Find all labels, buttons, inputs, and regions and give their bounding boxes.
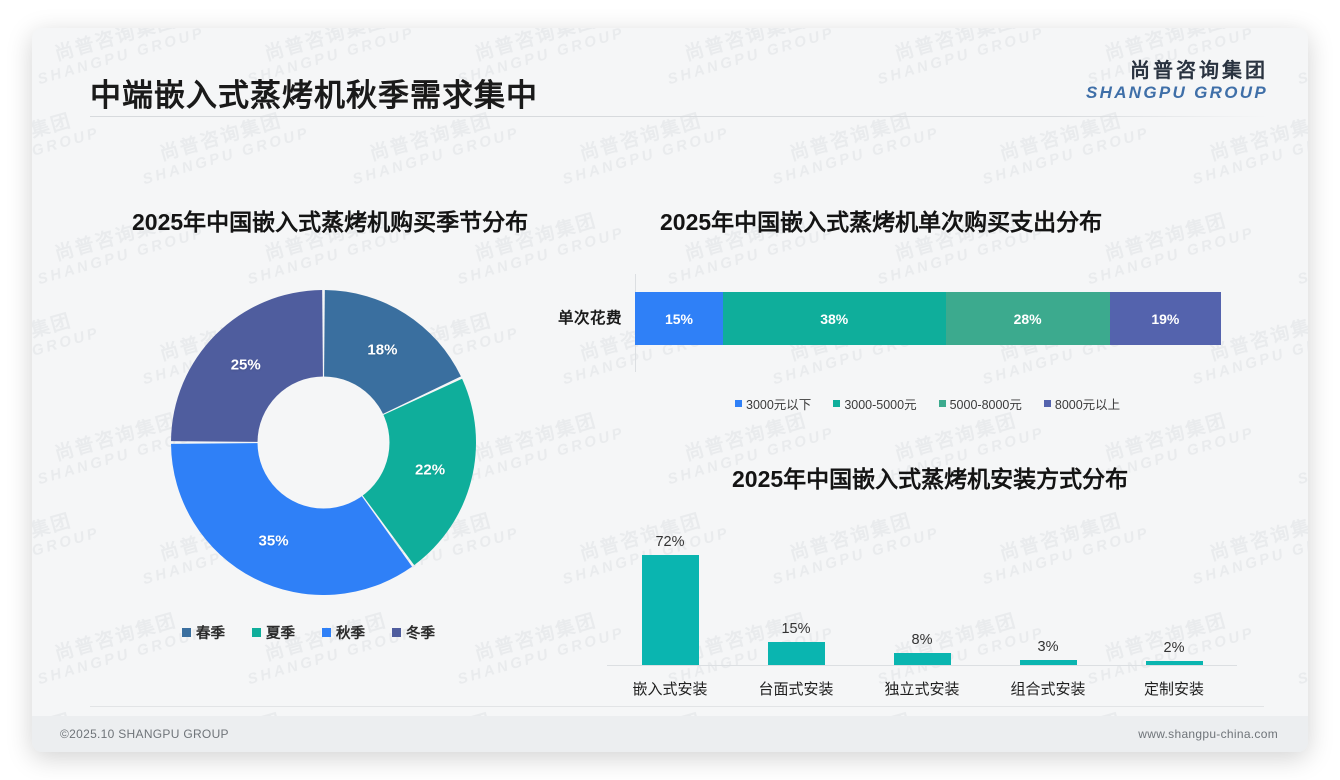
column-bar[interactable]: [893, 652, 951, 665]
stacked-legend-item[interactable]: 5000-8000元: [938, 394, 1022, 413]
donut-legend-item[interactable]: 冬季: [392, 622, 435, 643]
donut-slice-label: 35%: [258, 532, 289, 549]
stacked-bar-segment[interactable]: 19%: [1109, 292, 1222, 345]
slide-header: 中端嵌入式蒸烤机秋季需求集中 尚普咨询集团 SHANGPU GROUP: [32, 28, 1308, 118]
donut-hole: [257, 376, 390, 509]
donut-slice[interactable]: [171, 442, 413, 596]
donut-legend-item[interactable]: 秋季: [322, 622, 365, 643]
legend-swatch: [252, 628, 261, 637]
stacked-legend-item[interactable]: 8000元以上: [1043, 394, 1121, 413]
donut-slice-label: 25%: [230, 356, 261, 374]
footer-website: www.shangpu-china.com: [1138, 727, 1278, 741]
stacked-legend-item[interactable]: 3000-5000元: [833, 394, 917, 413]
slide-card: 尚普咨询集团 SHANGPU GROUP 尚普咨询集团 SHANGPU GROUP 尚普…: [32, 28, 1308, 752]
season-donut-chart: 18% 22% 35% 25%: [171, 290, 476, 595]
slide-footer: ©2025.10 SHANGPU GROUP www.shangpu-china…: [32, 716, 1308, 752]
legend-swatch: [1043, 400, 1051, 407]
donut-legend-item[interactable]: 春季: [182, 622, 225, 643]
column-category-label: 组合式安装: [1010, 681, 1086, 698]
page-title: 中端嵌入式蒸烤机秋季需求集中: [90, 78, 538, 113]
column-value-label: 3%: [1037, 639, 1059, 656]
stacked-bar-segment[interactable]: 15%: [635, 292, 723, 345]
brand-logo: 尚普咨询集团 SHANGPU GROUP: [1086, 60, 1268, 103]
column-value-label: 2%: [1163, 640, 1185, 656]
column-bar-group[interactable]: 15%: [733, 621, 859, 665]
donut-svg: [171, 290, 476, 595]
donut-slice-label: 18%: [367, 341, 398, 359]
legend-swatch: [392, 628, 401, 637]
column-category-label: 定制安装: [1143, 681, 1204, 698]
legend-swatch: [938, 400, 946, 407]
column-value-label: 8%: [911, 631, 933, 648]
legend-label: 5000-8000元: [949, 398, 1022, 412]
stacked-category-label: 单次花费: [557, 310, 622, 327]
legend-swatch: [833, 400, 841, 407]
legend-label: 3000元以下: [746, 398, 812, 412]
footer-copyright: ©2025.10 SHANGPU GROUP: [60, 727, 229, 741]
column-bar-group[interactable]: 3%: [985, 639, 1111, 665]
brand-name-en: SHANGPU GROUP: [1086, 83, 1268, 102]
donut-chart-title: 2025年中国嵌入式蒸烤机购买季节分布: [132, 209, 529, 235]
donut-slice-label: 22%: [415, 461, 446, 479]
column-chart-title: 2025年中国嵌入式蒸烤机安装方式分布: [732, 466, 1129, 492]
legend-label: 春季: [196, 626, 225, 642]
column-category-label: 独立式安装: [884, 681, 960, 698]
header-divider: [90, 116, 1268, 117]
brand-name-cn: 尚普咨询集团: [1130, 60, 1268, 82]
column-bar[interactable]: [767, 642, 825, 665]
legend-label: 8000元以上: [1054, 398, 1121, 412]
spend-stacked-chart: 15% 38% 28% 19%: [635, 274, 1235, 386]
legend-label: 3000-5000元: [844, 398, 917, 412]
legend-label: 夏季: [266, 626, 295, 642]
stacked-legend-item[interactable]: 3000元以下: [735, 394, 811, 413]
install-column-chart: 72% 15% 8% 3% 2%: [607, 516, 1237, 666]
stacked-bar-segment[interactable]: 28%: [945, 292, 1110, 345]
column-bar-group[interactable]: 8%: [859, 632, 985, 665]
stacked-chart-title: 2025年中国嵌入式蒸烤机单次购买支出分布: [660, 209, 1103, 235]
column-baseline: [607, 665, 1237, 666]
legend-swatch: [182, 628, 191, 637]
column-bar[interactable]: [1019, 660, 1077, 665]
legend-swatch: [735, 400, 742, 407]
donut-legend: 春季 夏季 秋季 冬季: [182, 622, 462, 643]
column-value-label: 72%: [655, 534, 685, 551]
legend-label: 秋季: [336, 626, 365, 642]
column-bar-group[interactable]: 2%: [1111, 640, 1237, 665]
column-value-label: 15%: [781, 621, 811, 638]
column-bar[interactable]: [1145, 661, 1203, 665]
column-bar[interactable]: [641, 555, 699, 665]
column-category-label: 嵌入式安装: [632, 681, 708, 698]
column-category-label: 台面式安装: [758, 681, 834, 698]
stacked-legend: 3000元以下 3000-5000元 5000-8000元 8000元以上: [735, 394, 1142, 413]
stacked-bar-segment[interactable]: 38%: [722, 292, 946, 345]
legend-swatch: [322, 628, 331, 637]
donut-legend-item[interactable]: 夏季: [252, 622, 295, 643]
column-bar-group[interactable]: 72%: [607, 534, 733, 665]
legend-label: 冬季: [406, 626, 435, 642]
footnote-divider: [90, 706, 1264, 707]
stacked-bar: 15% 38% 28% 19%: [635, 292, 1222, 345]
